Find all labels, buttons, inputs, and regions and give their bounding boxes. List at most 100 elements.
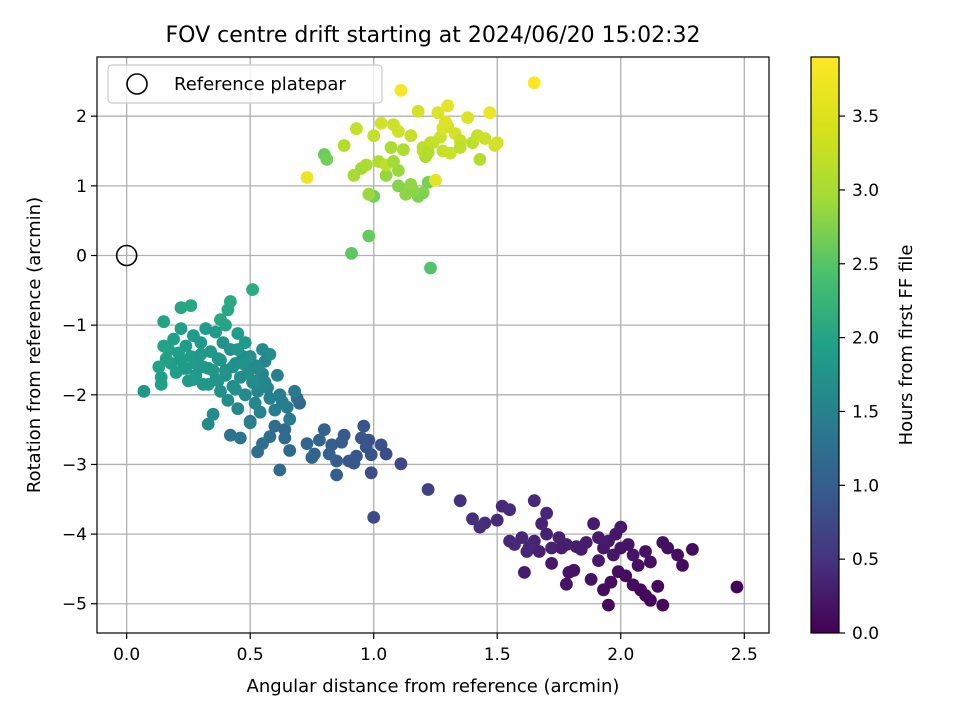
data-point [283, 444, 297, 457]
data-point [364, 466, 378, 480]
x-tick-label: 1.5 [484, 645, 511, 665]
data-point [268, 403, 282, 417]
data-point [394, 457, 408, 471]
data-point [392, 179, 405, 193]
data-point [518, 566, 531, 579]
data-point [154, 378, 168, 391]
data-point [258, 375, 272, 389]
data-point [429, 173, 442, 187]
data-point [278, 423, 292, 436]
data-point [313, 433, 326, 447]
data-point [631, 559, 645, 572]
data-point [523, 540, 536, 553]
y-tick-label: 2 [76, 107, 87, 127]
colorbar-label: Hours from first FF file [896, 245, 917, 446]
data-point [567, 563, 581, 577]
data-point [268, 419, 282, 433]
x-tick-label: 0.0 [113, 645, 140, 665]
data-point [214, 384, 227, 398]
colorbar-ticks: 0.0 0.5 1.0 1.5 2.0 2.5 3.0 3.5 [839, 107, 879, 644]
data-point [384, 141, 398, 154]
data-point [545, 541, 558, 555]
data-point [347, 456, 361, 470]
data-point [335, 435, 348, 449]
data-point [231, 402, 245, 416]
data-point [394, 84, 408, 97]
data-point [404, 129, 418, 143]
data-point [611, 565, 625, 579]
data-point [545, 557, 558, 570]
data-point [152, 360, 166, 374]
data-point [644, 555, 657, 569]
data-point [490, 513, 504, 527]
data-point [552, 531, 566, 544]
data-point [587, 517, 600, 531]
data-point [238, 336, 252, 349]
data-point [527, 76, 541, 90]
plot-frame [96, 56, 770, 634]
colorbar-tick-label: 2.0 [852, 329, 879, 349]
data-point [387, 155, 400, 168]
data-point [308, 447, 321, 461]
data-point [243, 350, 257, 363]
data-point [592, 531, 605, 544]
data-point [231, 327, 245, 340]
legend: Reference platepar [107, 64, 383, 104]
data-point [443, 146, 457, 160]
data-point [224, 428, 237, 442]
x-tick-label: 1.0 [360, 645, 387, 665]
data-point [337, 139, 351, 152]
data-point [540, 506, 553, 520]
data-point [219, 318, 232, 332]
data-point [671, 548, 684, 562]
data-point [174, 322, 188, 335]
data-point [211, 374, 225, 388]
data-point [574, 543, 588, 556]
data-point [204, 345, 218, 358]
legend-label: Reference platepar [174, 74, 346, 95]
data-point [478, 132, 492, 145]
data-point [392, 125, 405, 138]
colorbar-gradient [811, 57, 839, 633]
data-point [283, 412, 297, 426]
data-point [439, 115, 452, 129]
legend-box [107, 64, 383, 104]
data-point [626, 548, 640, 562]
data-point [347, 169, 361, 182]
colorbar-tick-label: 1.0 [852, 476, 879, 496]
data-point [404, 178, 418, 191]
data-points [137, 76, 744, 612]
data-point [350, 122, 363, 136]
data-point [639, 545, 652, 558]
data-point [614, 541, 628, 555]
data-point [137, 384, 151, 398]
data-point [157, 339, 171, 353]
data-point [367, 511, 381, 524]
data-point [379, 447, 393, 461]
data-point [271, 368, 284, 382]
colorbar-tick-label: 3.5 [852, 107, 879, 127]
data-point [320, 153, 334, 166]
data-point [199, 322, 213, 335]
data-point [540, 527, 553, 541]
colorbar-tick-label: 0.5 [852, 550, 879, 570]
data-point [441, 99, 455, 113]
data-point [397, 143, 410, 157]
data-point [555, 541, 568, 555]
data-point [431, 106, 445, 120]
data-point [453, 141, 467, 154]
data-point [651, 579, 665, 593]
data-point [184, 299, 198, 312]
reference-point-marker [115, 244, 138, 267]
data-point [426, 136, 440, 150]
data-point [157, 315, 171, 329]
data-point [374, 116, 388, 130]
data-point [322, 447, 336, 461]
data-point [317, 423, 331, 436]
colorbar-tick-label: 1.5 [852, 402, 879, 422]
data-point [503, 503, 516, 517]
data-point [224, 295, 237, 308]
data-point [503, 534, 516, 548]
data-point [209, 325, 223, 339]
